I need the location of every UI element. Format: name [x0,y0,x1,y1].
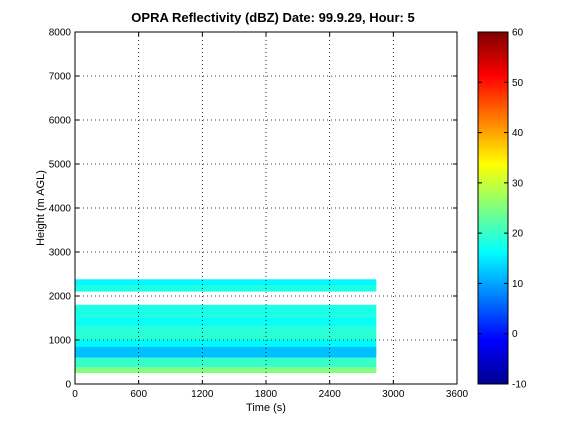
x-tick-label: 600 [130,389,147,400]
y-tick-label: 4000 [49,204,72,215]
colorbar-tick-label: 0 [512,329,518,340]
colorbar [477,31,509,385]
colorbar-tick-label: 10 [512,279,524,290]
reflectivity-layer [75,346,377,358]
grid-lines [75,32,457,384]
x-tick-label: 3000 [382,389,405,400]
colorbar-tick-label: -10 [512,380,527,391]
reflectivity-layer [75,279,377,285]
y-tick-label: 6000 [49,116,72,127]
colorbar-tick-label: 40 [512,128,524,139]
colorbar-tick-label: 60 [512,28,524,39]
axis-ticks [74,31,458,385]
x-tick-label: 1800 [255,389,278,400]
colorbar-tick-label: 20 [512,229,524,240]
y-tick-label: 3000 [49,248,72,259]
colorbar-tick-label: 50 [512,78,524,89]
colorbar-ticks [478,31,508,385]
y-tick-label: 5000 [49,160,72,171]
reflectivity-layer [75,326,377,340]
x-axis-label: Time (s) [246,402,286,414]
colorbar-tick-label: 30 [512,178,524,189]
data-layer [75,279,377,373]
x-tick-label: 3600 [446,389,469,400]
reflectivity-layer [75,357,377,368]
x-tick-label: 2400 [319,389,342,400]
y-tick-label: 2000 [49,292,72,303]
reflectivity-layer [75,367,377,373]
reflectivity-layer [75,304,377,318]
reflectivity-layer [75,340,377,347]
y-tick-label: 7000 [49,72,72,83]
y-tick-label: 0 [65,380,71,391]
y-axis-label: Height (m AGL) [35,170,47,246]
chart-title: OPRA Reflectivity (dBZ) Date: 99.9.29, H… [131,10,414,25]
x-tick-label: 0 [72,389,78,400]
y-tick-label: 8000 [49,28,72,39]
reflectivity-layer [75,285,377,292]
y-tick-label: 1000 [49,336,72,347]
reflectivity-layer [75,318,377,327]
x-tick-label: 1200 [191,389,214,400]
